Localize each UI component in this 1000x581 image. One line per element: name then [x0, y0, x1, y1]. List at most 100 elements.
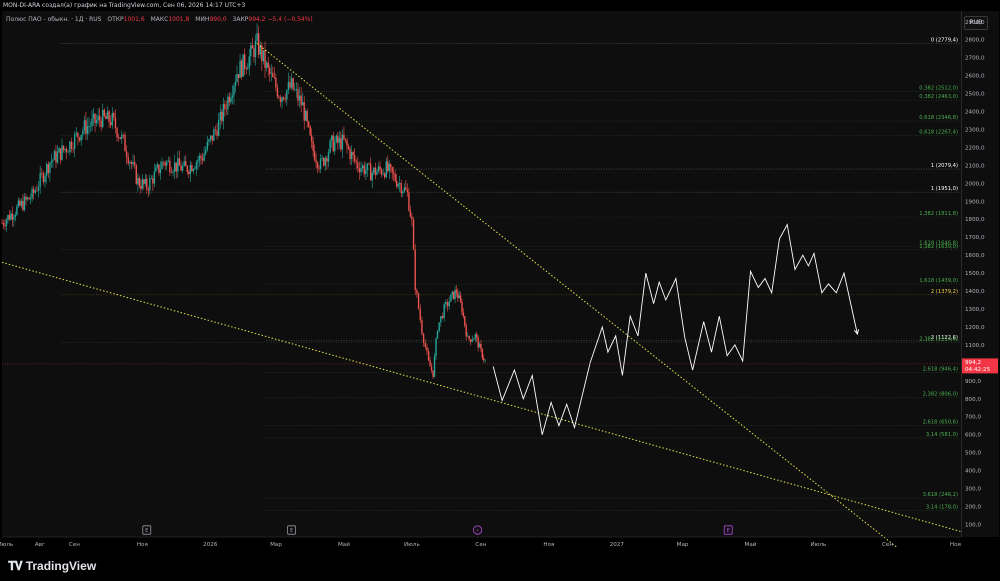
candle-body: [117, 137, 120, 138]
candle-body: [452, 291, 455, 299]
candle-body: [376, 171, 378, 175]
candle-body: [80, 134, 82, 141]
fib-label: 1,618 (1439,0): [919, 278, 958, 284]
candle-body: [441, 316, 444, 319]
candle-body: [169, 160, 171, 173]
candle-body: [34, 190, 37, 193]
fib-label: 2,618 (650,6): [923, 420, 958, 426]
candle-body: [319, 158, 322, 169]
candle-body: [186, 165, 188, 173]
y-axis: 100,0 200,0 300,0 400,0 500,0 600,0 700,0 800,0…: [965, 20, 985, 529]
candle-body: [103, 109, 106, 116]
y-tick-label: 500,0: [965, 451, 981, 457]
y-tick-label: 900,0: [965, 379, 981, 385]
candle-body: [233, 85, 235, 96]
candle-body: [65, 148, 68, 153]
candle-body: [119, 137, 121, 139]
price-tag-timer: 04:42:25: [965, 367, 991, 373]
candle-body: [324, 157, 327, 166]
candle-body: [443, 304, 445, 319]
earnings-icon: [723, 525, 733, 535]
price-scale[interactable]: [961, 11, 999, 537]
candle-body: [83, 120, 86, 131]
candle-body: [230, 97, 232, 103]
candle-body: [245, 68, 247, 70]
candle-body: [86, 126, 89, 134]
candle-body: [200, 155, 202, 159]
candle-body: [323, 157, 325, 166]
candle-body: [421, 320, 423, 334]
candle-body: [105, 115, 107, 119]
x-axis: Июль Авг Сен Ноя 2026 Мар Май Июль Сен Ноя 2027 Мар…: [0, 536, 961, 548]
candle-body: [416, 290, 418, 294]
tradingview-logo[interactable]: 𝐓𝐕 TradingView: [8, 558, 96, 574]
candle-body: [265, 62, 268, 68]
candle-body: [276, 87, 279, 97]
candle-body: [122, 134, 125, 136]
y-tick-label: 1700,0: [965, 235, 985, 241]
candle-body: [172, 171, 174, 173]
candle-body: [165, 161, 168, 166]
candle-body: [445, 302, 447, 305]
x-tick-label: Сен: [475, 542, 486, 548]
fib-label: 0,382 (2512,0): [919, 85, 958, 91]
y-tick-label: 200,0: [965, 504, 981, 510]
candle-body: [138, 177, 141, 186]
candle-body: [289, 82, 291, 88]
candle-body: [287, 82, 290, 91]
candle-body: [114, 117, 117, 129]
trendline: [256, 43, 898, 549]
candle-body: [146, 178, 148, 190]
x-tick-label: Июль: [404, 542, 420, 548]
trendlines[interactable]: [1, 43, 962, 549]
candle-body: [191, 165, 193, 172]
candle-body: [158, 164, 160, 173]
price-pane[interactable]: [2, 11, 961, 537]
candle-body: [201, 158, 204, 161]
candle-body: [206, 141, 209, 150]
candle-body: [195, 162, 198, 169]
candle-body: [164, 162, 166, 166]
candle-body: [429, 360, 431, 367]
candle-body: [100, 120, 102, 128]
candle-body: [183, 161, 185, 166]
candle-body: [234, 81, 237, 86]
candle-body: [451, 291, 453, 295]
candle-body: [37, 187, 40, 191]
fib-label: 2 (1122,6): [931, 335, 958, 341]
x-tick-label: Мар: [270, 542, 282, 548]
candle-body: [52, 159, 54, 162]
candle-body: [111, 112, 113, 126]
x-tick-label: Сен: [69, 542, 80, 548]
candle-body: [282, 97, 285, 100]
symbol-name[interactable]: Полюс ПАО - обыкн. · 1Д · RUS: [6, 16, 102, 23]
candle-body: [476, 334, 478, 338]
candle-body: [385, 161, 387, 178]
candle-body: [203, 153, 205, 161]
candle-body: [8, 214, 11, 220]
projection-path[interactable]: [492, 223, 860, 435]
x-tick-label: Сен: [882, 542, 893, 548]
y-tick-label: 1900,0: [965, 199, 985, 205]
candle-body: [340, 138, 342, 150]
candle-body: [222, 104, 225, 122]
candle-body: [371, 172, 373, 181]
open-label: ОТКР: [107, 16, 124, 23]
candle-body: [409, 210, 412, 217]
candle-body: [352, 151, 354, 155]
candle-body: [264, 50, 266, 68]
candle-body: [42, 173, 45, 182]
currency-button[interactable]: RUB: [964, 16, 988, 30]
candle-body: [94, 113, 96, 124]
close-value: 994,2: [248, 16, 266, 23]
candle-body: [16, 206, 18, 215]
candle-body: [39, 172, 41, 188]
candle-body: [332, 135, 334, 152]
y-tick-label: 700,0: [965, 415, 981, 421]
candle-body: [216, 130, 218, 136]
candle-body: [153, 171, 156, 184]
candle-body: [56, 152, 59, 163]
candle-body: [484, 359, 486, 361]
candle-body: [433, 355, 436, 377]
chart-canvas[interactable]: 0 (2779,4) 0,382 (2512,0) 0,382 (2463,0) 0,…: [0, 0, 1000, 553]
